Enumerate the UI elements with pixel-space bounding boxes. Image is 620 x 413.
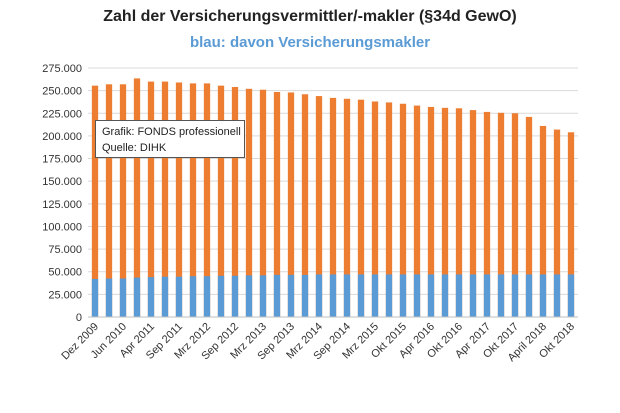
chart-subtitle: blau: davon Versicherungsmakler — [189, 34, 431, 51]
makler-bar — [357, 274, 365, 317]
total-bars — [91, 78, 575, 318]
makler-bar — [385, 274, 393, 317]
makler-bar — [133, 277, 141, 317]
total-bar — [511, 113, 519, 317]
total-bar — [217, 85, 225, 317]
makler-bar — [315, 274, 323, 317]
total-bar — [175, 82, 183, 317]
makler-bars — [91, 274, 575, 317]
total-bar — [105, 84, 113, 317]
total-bar — [427, 106, 435, 318]
total-bar — [259, 89, 267, 317]
makler-bar — [217, 275, 225, 317]
total-bar — [189, 83, 197, 317]
chart-title: Zahl der Versicherungsvermittler/-makler… — [103, 8, 517, 25]
makler-bar — [147, 277, 155, 317]
makler-bar — [301, 274, 309, 317]
makler-bar — [343, 274, 351, 317]
makler-bar — [567, 274, 575, 317]
makler-bar — [553, 274, 561, 317]
total-bar — [287, 92, 295, 318]
total-bar — [497, 112, 505, 317]
y-tick-label: 150.000 — [42, 176, 82, 188]
makler-bar — [189, 276, 197, 317]
makler-bar — [203, 276, 211, 317]
total-bar — [371, 101, 379, 317]
makler-bar — [427, 274, 435, 317]
y-tick-label: 100.000 — [42, 221, 82, 233]
total-bar — [357, 99, 365, 317]
total-bar — [231, 87, 239, 317]
y-tick-label: 250.000 — [42, 86, 82, 98]
makler-bar — [329, 274, 337, 317]
makler-bar — [441, 274, 449, 317]
makler-bar — [413, 274, 421, 317]
makler-bar — [483, 274, 491, 317]
total-bar — [273, 91, 281, 318]
total-bar — [399, 103, 407, 317]
total-bar — [119, 84, 127, 317]
makler-bar — [469, 274, 477, 317]
y-tick-label: 225.000 — [42, 108, 82, 120]
grid-lines — [88, 67, 578, 295]
total-bar — [441, 107, 449, 317]
y-tick-label: 125.000 — [42, 199, 82, 211]
makler-bar — [119, 278, 127, 317]
total-bar — [385, 102, 393, 317]
annotation-line-grafik: Grafik: FONDS professionell — [102, 126, 241, 138]
total-bar — [413, 105, 421, 318]
makler-bar — [245, 275, 253, 317]
total-bar — [469, 110, 477, 317]
total-bar — [161, 81, 169, 317]
y-axis-ticks: 0 25.000 50.000 75.000 100.000 125.000 150.000… — [42, 63, 82, 324]
total-bar — [147, 81, 155, 317]
total-bar — [329, 97, 337, 317]
total-bar — [245, 88, 253, 317]
total-bar — [301, 94, 309, 317]
makler-bar — [539, 274, 547, 317]
y-tick-label: 25.000 — [48, 289, 82, 301]
total-bar — [455, 108, 463, 317]
makler-bar — [273, 274, 281, 317]
makler-bar — [455, 274, 463, 317]
total-bar — [525, 116, 533, 317]
total-bar — [567, 132, 575, 317]
makler-bar — [175, 276, 183, 317]
y-tick-label: 275.000 — [42, 63, 82, 75]
annotation-line-quelle: Quelle: DIHK — [102, 142, 167, 154]
makler-bar — [161, 276, 169, 317]
y-tick-label: 50.000 — [48, 267, 82, 279]
makler-bar — [511, 274, 519, 317]
makler-bar — [287, 274, 295, 317]
total-bar — [553, 129, 561, 317]
makler-bar — [399, 274, 407, 317]
y-tick-label: 0 — [76, 312, 82, 324]
total-bar — [539, 125, 547, 317]
makler-bar — [525, 274, 533, 317]
makler-bar — [105, 278, 113, 317]
makler-bar — [497, 274, 505, 317]
makler-bar — [371, 274, 379, 317]
makler-bar — [231, 275, 239, 317]
makler-bar — [259, 275, 267, 317]
y-tick-label: 75.000 — [48, 244, 82, 256]
source-annotation: Grafik: FONDS professionell Quelle: DIHK — [95, 120, 245, 158]
total-bar — [203, 83, 211, 317]
total-bar — [91, 85, 99, 317]
total-bar — [133, 78, 141, 318]
y-tick-label: 175.000 — [42, 154, 82, 166]
total-bar — [315, 96, 323, 317]
makler-bar — [91, 278, 99, 317]
y-tick-label: 200.000 — [42, 131, 82, 143]
total-bar — [343, 98, 351, 317]
total-bar — [483, 111, 491, 317]
